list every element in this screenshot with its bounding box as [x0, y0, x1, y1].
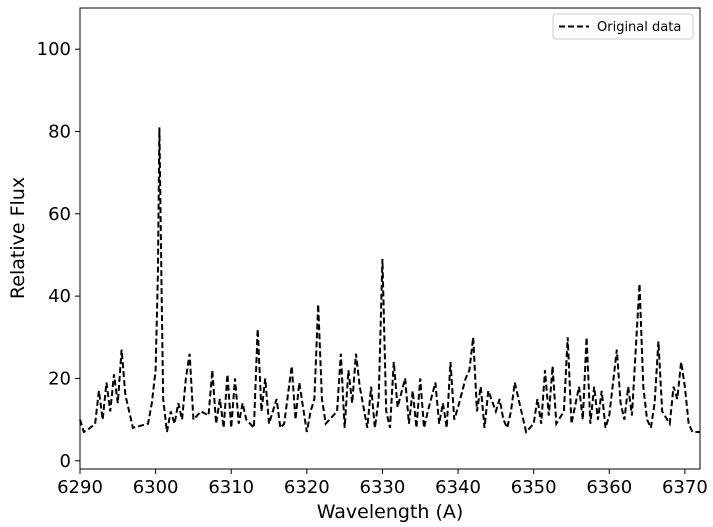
x-tick-label: 6320 [284, 477, 330, 498]
legend-box [552, 13, 694, 40]
y-tick-label: 100 [37, 39, 71, 60]
y-tick-label: 80 [48, 121, 71, 142]
plot-frame [79, 7, 701, 470]
x-tick-label: 6310 [208, 477, 254, 498]
y-tick-label: 60 [48, 204, 71, 225]
legend: Original data [552, 13, 694, 40]
x-tick-label: 6330 [360, 477, 406, 498]
y-tick-label: 20 [48, 368, 71, 389]
y-tick-label: 40 [48, 286, 71, 307]
x-tick-label: 6340 [435, 477, 481, 498]
y-axis-label: Relative Flux [7, 177, 29, 299]
legend-label: Original data [597, 20, 681, 35]
x-tick-label: 6290 [57, 477, 103, 498]
x-tick-label: 6350 [511, 477, 557, 498]
x-tick-label: 6360 [586, 477, 632, 498]
data-line [79, 127, 700, 435]
x-tick-label: 6370 [662, 477, 708, 498]
y-tick-label: 0 [60, 451, 71, 472]
x-axis-label: Wavelength (A) [317, 501, 464, 523]
x-tick-label: 6300 [133, 477, 179, 498]
